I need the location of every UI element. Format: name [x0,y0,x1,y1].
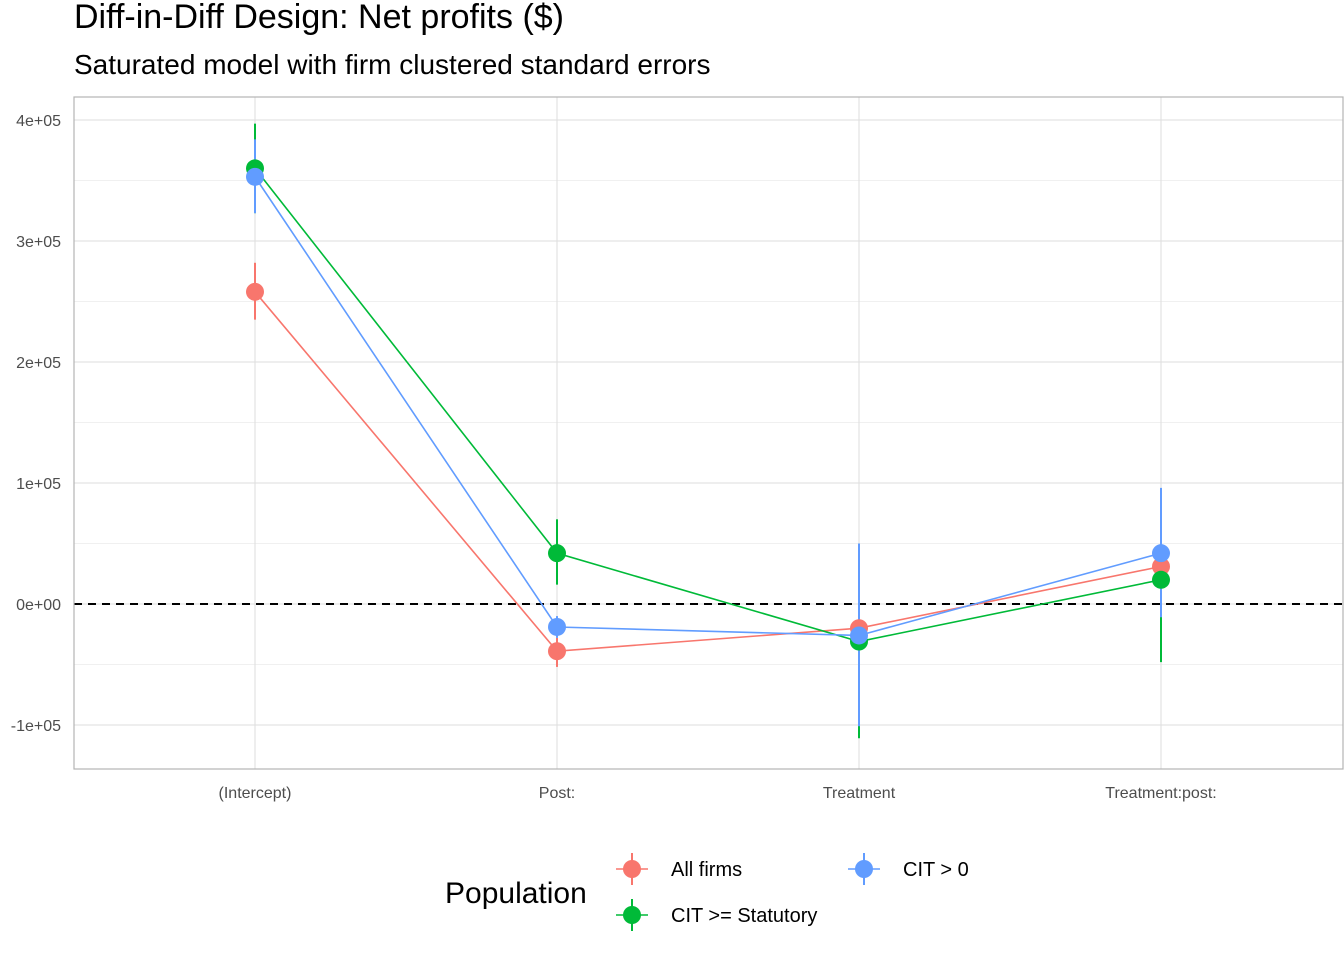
data-point [548,642,566,661]
x-tick-label: Post: [539,785,575,802]
chart-subtitle: Saturated model with firm clustered stan… [74,49,711,80]
major-gridlines [74,97,1343,769]
y-tick-label: -1e+05 [11,718,61,735]
y-tick-label: 0e+00 [16,597,61,614]
legend-label: CIT >= Statutory [671,905,817,927]
y-axis-ticks: -1e+05 0e+00 1e+05 2e+05 3e+05 4e+05 [11,113,61,735]
plot-panel-border [73,96,1344,770]
series-lines [254,167,1162,653]
data-point [850,626,868,645]
legend-label: CIT > 0 [903,859,969,881]
data-point [1152,544,1170,563]
legend-key-point [623,860,641,878]
series-line [254,291,1162,653]
data-point [246,282,264,301]
x-tick-label: (Intercept) [219,785,292,802]
legend-label: All firms [671,859,742,881]
data-point [548,544,566,563]
x-tick-label: Treatment:post: [1105,785,1216,802]
series-line [254,167,1162,643]
minor-gridlines [74,180,1343,665]
chart-title: Diff-in-Diff Design: Net profits ($) [74,0,564,36]
series-line [254,176,1162,637]
data-point [548,617,566,636]
y-tick-label: 1e+05 [16,476,61,493]
x-tick-label: Treatment [823,785,896,802]
y-tick-label: 4e+05 [16,113,61,130]
legend-key-point [855,860,873,878]
data-points [246,159,1170,661]
data-point [1152,557,1170,576]
data-point [246,167,264,186]
legend-title: Population [445,877,587,910]
data-point [1152,570,1170,589]
x-axis-ticks: (Intercept) Post: Treatment Treatment:post: [219,785,1217,802]
error-bars [254,123,1162,739]
legend-key-point [623,906,641,924]
legend: Population All firms CIT >= Statutory CIT … [445,853,969,931]
y-tick-label: 2e+05 [16,355,61,372]
y-tick-label: 3e+05 [16,234,61,251]
